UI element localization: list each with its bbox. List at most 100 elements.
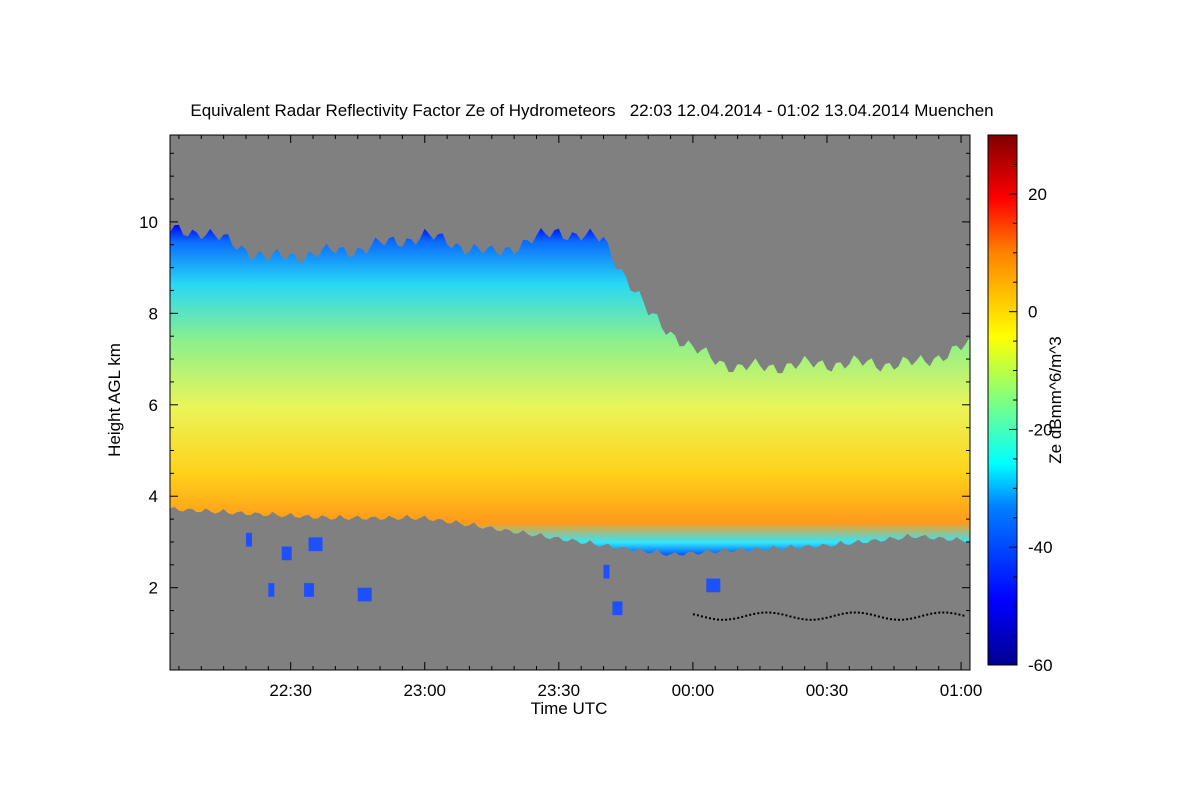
colorbar-label: Ze dBmm^6/m^3	[1046, 336, 1065, 463]
ceilometer-dot	[797, 617, 800, 620]
weak-echo-patch	[268, 583, 275, 597]
ceilometer-dot	[833, 614, 836, 617]
ceilometer-dot	[894, 618, 896, 621]
ceilometer-dot	[809, 618, 812, 621]
y-tick-label: 6	[149, 396, 158, 415]
ceilometer-dot	[914, 616, 917, 619]
ceilometer-dot	[721, 618, 724, 621]
colorbar-tick-label: -20	[1028, 420, 1053, 439]
ceilometer-dot	[769, 611, 772, 614]
ceilometer-dot	[934, 612, 937, 615]
ceilometer-dot	[781, 613, 784, 616]
weak-echo-patch	[706, 578, 721, 593]
ceilometer-dot	[906, 618, 909, 621]
ceilometer-dot	[837, 613, 840, 616]
ceilometer-dot	[773, 612, 776, 614]
ceilometer-dot	[793, 616, 796, 619]
y-tick-label: 2	[149, 579, 158, 598]
ceilometer-dot	[882, 616, 884, 619]
ceilometer-dot	[741, 615, 744, 618]
x-tick-label: 00:00	[672, 681, 715, 700]
colorbar-tick-label: 0	[1028, 303, 1037, 322]
ceilometer-dot	[861, 612, 864, 614]
ceilometer-dot	[692, 613, 695, 616]
plot-frame	[169, 134, 971, 671]
ceilometer-dot	[765, 611, 768, 614]
ceilometer-dot	[789, 615, 792, 618]
ceilometer-dot	[938, 611, 941, 614]
ceilometer-dot	[946, 611, 949, 614]
ceilometer-dot	[910, 617, 913, 620]
ceilometer-dot	[902, 618, 905, 621]
chart-title: Equivalent Radar Reflectivity Factor Ze …	[190, 101, 993, 120]
x-tick-label: 00:30	[806, 681, 849, 700]
y-tick-label: 8	[149, 304, 158, 323]
ceilometer-dot	[954, 612, 957, 615]
colorbar	[987, 134, 1018, 666]
weak-echo-patch	[357, 587, 372, 602]
ceilometer-dot	[845, 612, 848, 615]
colorbar-tick-label: 20	[1028, 185, 1047, 204]
weak-echo-patch	[245, 532, 252, 547]
ceilometer-dot	[942, 611, 945, 614]
ceilometer-dot	[898, 618, 900, 621]
x-tick-label: 01:00	[940, 681, 983, 700]
ceilometer-dot	[725, 618, 728, 621]
ceilometer-dot	[785, 614, 788, 617]
ceilometer-dot	[962, 614, 965, 617]
ceilometer-dot	[886, 617, 888, 620]
ceilometer-dot	[745, 614, 748, 617]
ceilometer-dot	[737, 616, 740, 619]
weak-echo-patch	[308, 537, 323, 552]
weak-echo-patch	[281, 546, 292, 561]
ceilometer-dot	[813, 618, 816, 621]
y-tick-label: 4	[149, 487, 158, 506]
ceilometer-dot	[761, 611, 764, 614]
ceilometer-dot	[757, 612, 760, 615]
x-axis-label: Time UTC	[531, 699, 608, 718]
ceilometer-dot	[753, 612, 756, 615]
ceilometer-dot	[930, 612, 933, 615]
ceilometer-dot	[853, 611, 856, 614]
weak-echo-patch	[304, 583, 315, 597]
ceilometer-dot	[877, 615, 880, 618]
ceilometer-dot	[849, 611, 852, 614]
ceilometer-dot	[829, 615, 832, 618]
x-tick-label: 23:00	[403, 681, 446, 700]
ceilometer-dot	[705, 616, 707, 619]
ceilometer-dot	[865, 612, 868, 615]
ceilometer-dot	[696, 614, 699, 617]
ceilometer-dot	[926, 613, 929, 616]
x-tick-label: 23:30	[538, 681, 581, 700]
ceilometer-dot	[821, 617, 824, 620]
ceilometer-dot	[717, 618, 719, 621]
ceilometer-dot	[922, 614, 925, 617]
ceilometer-dot	[801, 618, 804, 621]
ceilometer-dot	[709, 617, 711, 620]
ceilometer-dot	[713, 618, 715, 621]
weak-echo-patch	[612, 601, 623, 616]
ceilometer-dot	[890, 618, 892, 621]
ceilometer-dot	[777, 612, 780, 615]
ceilometer-dot	[958, 613, 961, 616]
ceilometer-dot	[825, 616, 828, 619]
weak-echo-patch	[603, 564, 610, 579]
y-axis-label: Height AGL km	[105, 343, 124, 457]
ceilometer-dot	[733, 617, 736, 620]
x-tick-label: 22:30	[269, 681, 312, 700]
ceilometer-dot	[749, 613, 752, 616]
precipitation-echo-layer	[170, 224, 970, 556]
ceilometer-dot	[869, 613, 872, 616]
ceilometer-dot	[729, 618, 732, 621]
ceilometer-dot	[873, 614, 876, 617]
ceilometer-dot	[918, 615, 921, 618]
colorbar-tick-label: -40	[1028, 538, 1053, 557]
colorbar-tick-label: -60	[1028, 656, 1053, 675]
ceilometer-dot	[841, 612, 844, 615]
y-tick-label: 10	[139, 213, 158, 232]
ceilometer-dot	[950, 612, 953, 615]
ceilometer-dot	[700, 615, 703, 618]
ceilometer-dot	[857, 611, 860, 614]
ceilometer-dot	[805, 618, 808, 621]
